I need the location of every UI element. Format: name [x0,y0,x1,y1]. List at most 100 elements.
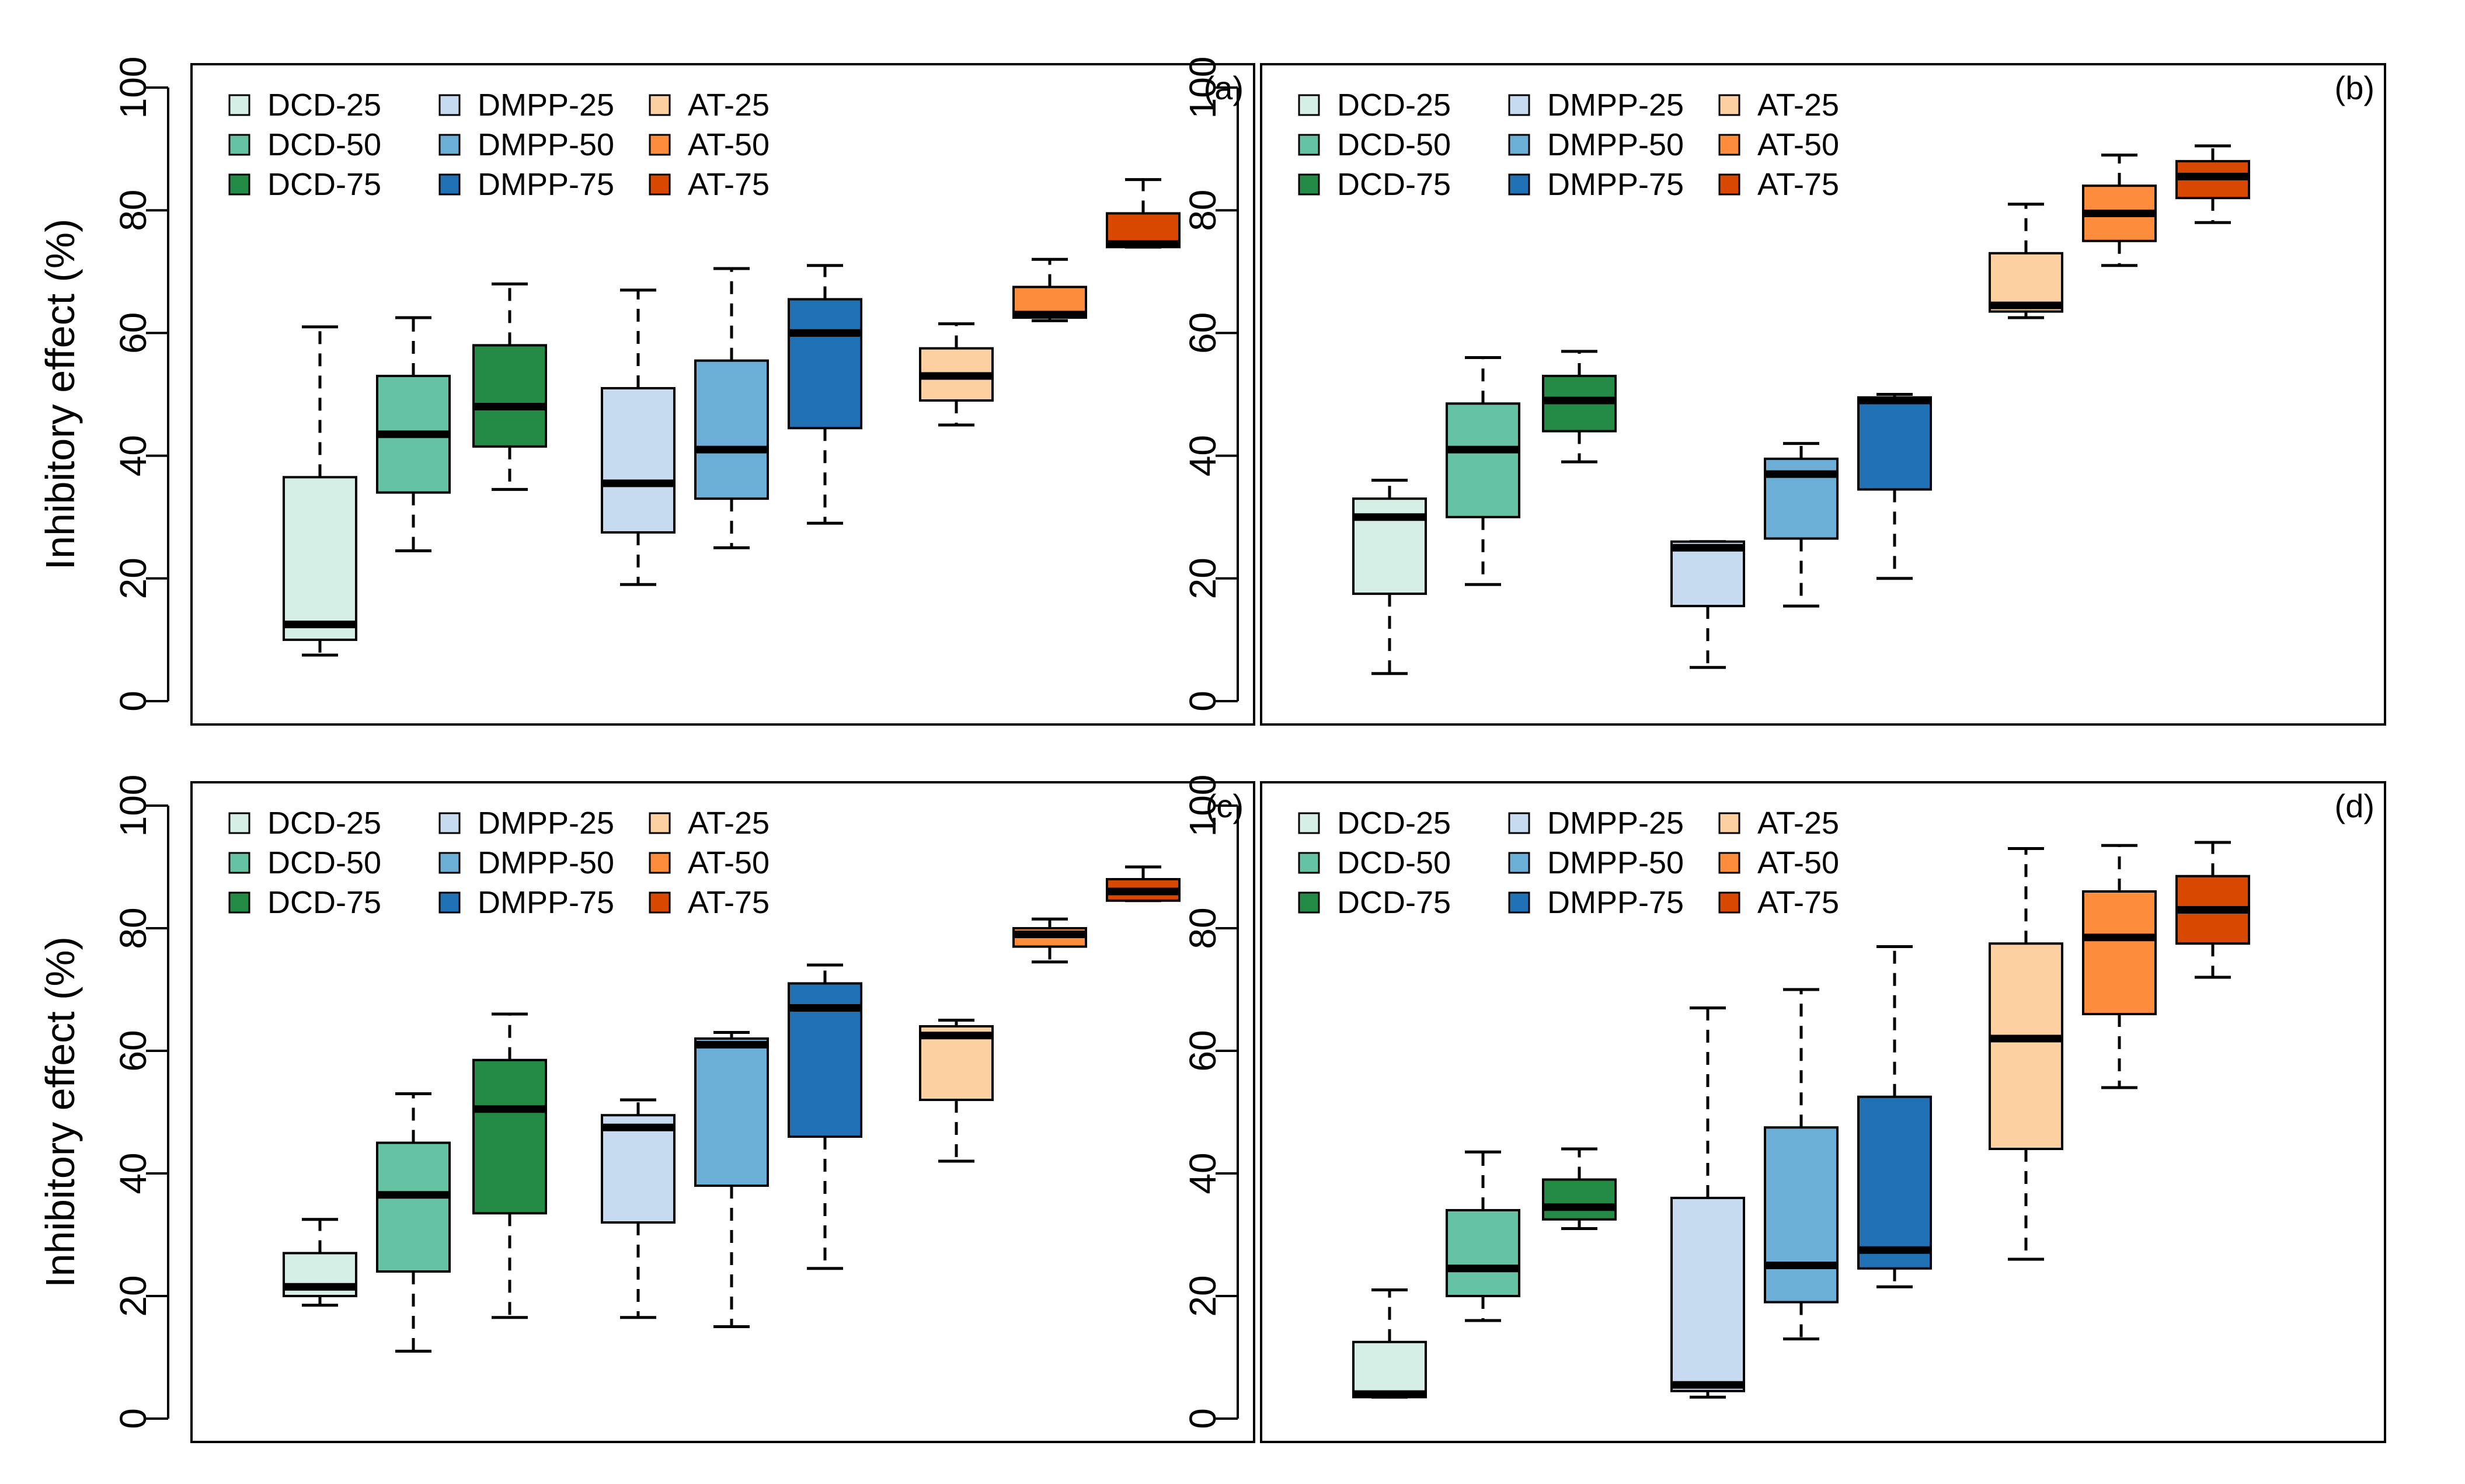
y-tick-label: 20 [1182,558,1224,599]
iqr-box [1670,540,1745,608]
legend-swatch [1298,891,1320,914]
legend-label: AT-25 [688,88,770,123]
box-at-25 [919,322,994,427]
legend-swatch [649,94,671,116]
legend-label: DCD-50 [1337,127,1451,162]
box-dcd-50 [376,1092,451,1353]
legend-swatch [1508,891,1530,914]
y-axis-label: Inhibitory effect (%) [37,936,83,1288]
legend-label: DMPP-75 [478,167,614,202]
box-dcd-25 [283,325,357,657]
box-dcd-50 [1446,1150,1520,1322]
box-dcd-25 [283,1218,357,1307]
box-dmpp-25 [1670,540,1745,669]
legend-label: DCD-25 [267,88,381,123]
y-tick-label: 80 [1182,907,1224,949]
legend-swatch [1718,812,1740,834]
iqr-box [694,1037,769,1187]
box-dcd-75 [472,282,547,491]
legend-label: DMPP-25 [478,806,614,841]
iqr-box [601,386,676,534]
iqr-box [283,476,357,641]
legend-label: AT-25 [1757,806,1839,841]
box-dcd-50 [376,316,451,553]
box-dcd-25 [1352,1288,1427,1399]
legend-swatch [228,134,250,156]
y-tick-label: 80 [112,907,154,949]
y-tick-label: 60 [1182,312,1224,354]
iqr-box [1542,1178,1617,1221]
box-dcd-25 [1352,479,1427,675]
iqr-box [1352,1340,1427,1399]
legend-label: AT-75 [688,885,770,920]
iqr-box [1989,942,2063,1150]
legend-label: DMPP-50 [478,127,614,162]
box-at-75 [1106,865,1181,903]
legend-swatch [228,94,250,116]
legend-label: AT-75 [1757,885,1839,920]
legend-swatch [1298,852,1320,874]
box-at-50 [2082,844,2157,1089]
legend-label: DMPP-75 [1547,167,1684,202]
panel-label: (b) [2335,69,2375,106]
iqr-box [1352,497,1427,595]
legend-swatch [649,891,671,914]
legend-swatch [228,852,250,874]
legend-swatch [438,852,461,874]
legend-label: AT-75 [688,167,770,202]
y-tick-label: 20 [112,558,154,599]
legend-swatch [1508,812,1530,834]
y-tick-label: 100 [112,775,154,837]
y-tick-label: 40 [112,1152,154,1194]
legend-label: DMPP-50 [1547,845,1684,880]
y-tick-label: 60 [1182,1030,1224,1071]
iqr-box [2082,890,2157,1015]
box-dmpp-50 [694,267,769,549]
legend-label: AT-25 [688,806,770,841]
legend-swatch [1718,891,1740,914]
box-dmpp-25 [1670,1006,1745,1399]
legend-label: DCD-75 [267,885,381,920]
y-tick-label: 100 [112,57,154,119]
legend-swatch [228,812,250,834]
box-dmpp-25 [601,1098,676,1319]
iqr-box [1857,396,1932,491]
panel-b: 0 20 40 60 80 100 (b) DCD-25 DCD-50 DCD-75 DMPP-25… [1182,57,2386,726]
box-dcd-75 [1542,1147,1617,1230]
box-dcd-75 [1542,350,1617,464]
iqr-box [1670,1197,1745,1392]
iqr-box [1764,1126,1839,1304]
box-at-75 [2175,841,2250,979]
y-tick-label: 0 [1182,691,1224,712]
y-tick-label: 80 [112,190,154,231]
box-at-25 [1989,203,2063,319]
legend-label: DCD-25 [1337,806,1451,841]
legend-swatch [1718,134,1740,156]
y-tick-label: 80 [1182,190,1224,231]
box-dmpp-75 [788,264,862,525]
legend-label: DCD-50 [1337,845,1451,880]
legend-label: AT-25 [1757,88,1839,123]
box-at-50 [2082,154,2157,267]
iqr-box [601,1114,676,1224]
box-at-50 [1012,917,1087,964]
box-dmpp-75 [1857,945,1932,1288]
y-tick-label: 20 [112,1275,154,1316]
panel-label: (d) [2335,788,2375,824]
y-tick-label: 100 [1182,775,1224,837]
legend-label: DCD-75 [1337,167,1451,202]
y-tick-label: 60 [112,1030,154,1071]
y-tick-label: 20 [1182,1275,1224,1316]
y-tick-label: 0 [112,691,154,712]
legend-swatch [1508,173,1530,196]
iqr-box [1857,1095,1932,1270]
y-tick-label: 0 [112,1408,154,1429]
legend-label: DMPP-75 [1547,885,1684,920]
legend-swatch [438,94,461,116]
plot-frame [190,781,1255,1443]
legend-swatch [1298,173,1320,196]
legend-label: DMPP-25 [1547,806,1684,841]
legend-swatch [1508,94,1530,116]
